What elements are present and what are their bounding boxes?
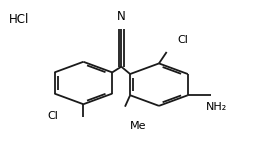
Text: Me: Me: [130, 121, 147, 130]
Text: Cl: Cl: [177, 36, 188, 45]
Text: HCl: HCl: [9, 13, 30, 26]
Text: N: N: [117, 10, 126, 23]
Text: Cl: Cl: [47, 111, 58, 121]
Text: NH₂: NH₂: [206, 102, 228, 113]
